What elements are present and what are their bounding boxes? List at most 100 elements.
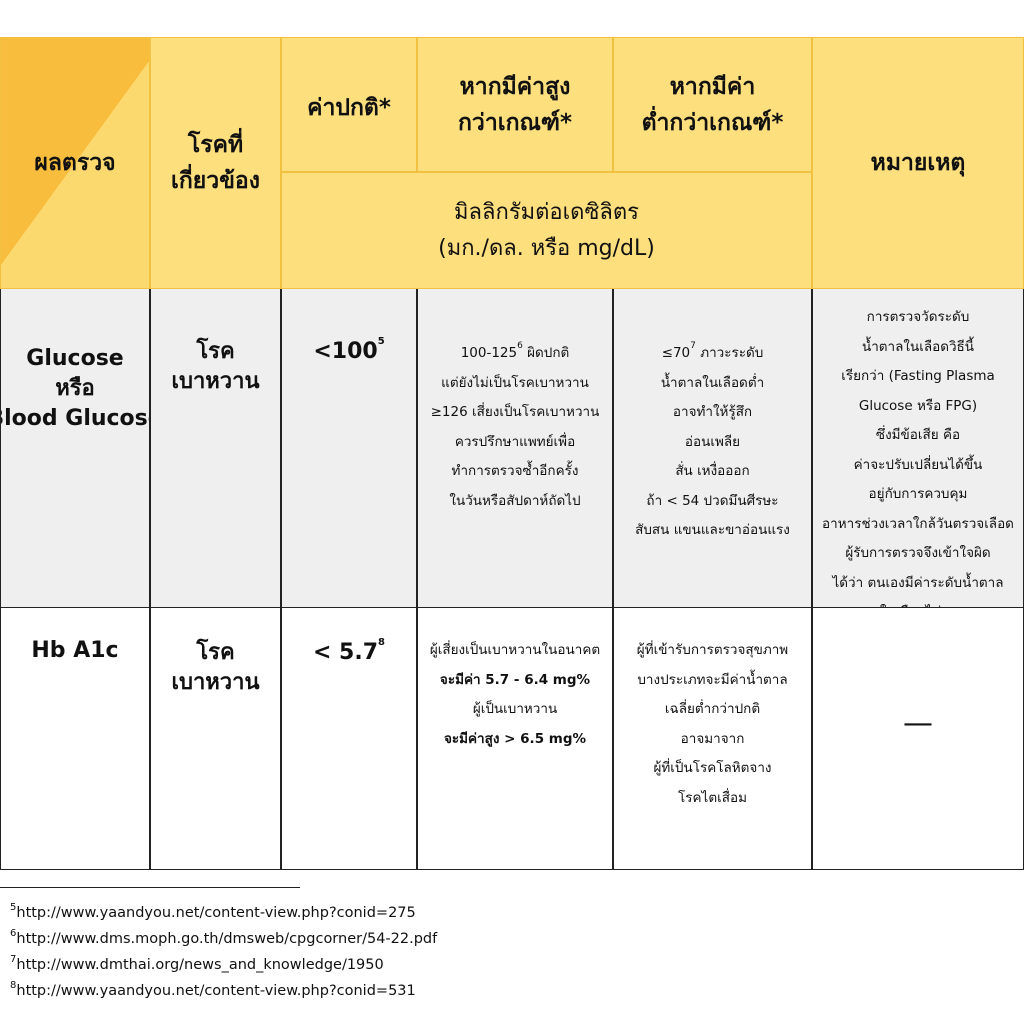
footnote: 7http://www.dmthai.org/news_and_knowledg…: [10, 954, 384, 974]
body-cell: ผู้ที่เข้ารับการตรวจสุขภาพบางประเภทจะมีค…: [613, 608, 812, 870]
text-line: เฉลี่ยต่ำกว่าปกติ: [664, 701, 761, 717]
footnote-ref: 8: [378, 637, 386, 648]
text: จะมีค่าสูง > 6.5 mg%: [443, 730, 587, 747]
text-line: ในเลือดไม่สูง: [880, 598, 956, 607]
footnote-number: 8: [10, 980, 17, 991]
text-line: ผลตรวจ: [34, 150, 116, 176]
text-line: หากมีค่าสูง: [459, 73, 571, 100]
text-line: สั่น เหงื่อออก: [675, 463, 750, 479]
header-cell: โรคที่เกี่ยวข้อง: [150, 37, 281, 289]
text: ผิดปกติ: [527, 345, 570, 361]
text-line: น้ำตาลในเลือดต่ำ: [660, 374, 765, 391]
text-line: อาหารช่วงเวลาใกล้วันตรวจเลือด: [822, 515, 1014, 532]
text-line: หากมีค่า: [669, 73, 756, 100]
text-line: การตรวจวัดระดับ: [866, 309, 970, 325]
text-line: มิลลิกรัมต่อเดซิลิตร: [454, 199, 639, 225]
body-cell: 100-1256 ผิดปกติแต่ยังไม่เป็นโรคเบาหวาน ≥…: [417, 289, 613, 608]
footnote-ref: 5: [377, 336, 385, 347]
body-cell: โรคเบาหวาน: [150, 608, 281, 870]
text-line: เกี่ยวข้อง: [171, 168, 260, 194]
unit-cell: มิลลิกรัมต่อเดซิลิตร (มก./ดล. หรือ mg/dL): [281, 172, 812, 289]
text-line: 100-1256 ผิดปกติ: [461, 339, 570, 369]
body-cell: โรคเบาหวาน: [150, 289, 281, 608]
footnote-url: http://www.yaandyou.net/content-view.php…: [16, 983, 416, 999]
text-line: ในวันหรือสัปดาห์ถัดไป: [449, 492, 581, 509]
footnote-ref: 7: [690, 341, 696, 351]
text-line: น้ำตาลในเลือดวิธีนี้: [861, 338, 975, 355]
text-line: สับสน แขนและขาอ่อนแรง: [635, 522, 790, 538]
text: <100: [313, 339, 378, 364]
footnote-number: 7: [10, 954, 17, 965]
text-line: ค่าจะปรับเปลี่ยนได้ขึ้น: [853, 456, 983, 473]
text-line: Glucose หรือ FPG): [858, 397, 978, 414]
text-line: ผู้ที่เป็นโรคโลหิตจาง: [653, 760, 772, 776]
text-line: จะมีค่าสูง > 6.5 mg%: [444, 725, 586, 755]
body-cell: —: [812, 608, 1024, 870]
footnote-ref: 6: [517, 341, 523, 351]
text-line: ถ้า < 54 ปวดมึนศีรษะ: [646, 492, 779, 509]
footnote-url: http://www.yaandyou.net/content-view.php…: [16, 905, 416, 921]
footnote: 5http://www.yaandyou.net/content-view.ph…: [10, 902, 416, 922]
text-line: ควรปรึกษาแพทย์เพื่อ: [454, 433, 576, 450]
text-line: Blood Glucose: [1, 406, 149, 431]
text-line: อ่อนเพลีย: [684, 433, 741, 450]
text-line: เรียกว่า (Fasting Plasma: [841, 368, 995, 384]
text: จะมีค่า 5.7 - 6.4 mg%: [439, 671, 591, 688]
text-line: กว่าเกณฑ์*: [457, 109, 572, 136]
text-line: ผู้รับการตรวจจึงเข้าใจผิด: [845, 545, 991, 561]
body-cell: ≤707 ภาวะระดับน้ำตาลในเลือดต่ำอาจทำให้รู…: [613, 289, 812, 608]
footnote-rule: [0, 887, 300, 888]
footnote-url: http://www.dmthai.org/news_and_knowledge…: [16, 957, 384, 973]
text-line: เบาหวาน: [171, 670, 260, 695]
body-cell: Hb A1c: [0, 608, 150, 870]
text-line: บางประเภทจะมีค่าน้ำตาล: [637, 671, 788, 688]
text-line: ผู้เป็นเบาหวาน: [472, 701, 558, 717]
text-line: เบาหวาน: [171, 369, 260, 394]
text-line: ผู้ที่เข้ารับการตรวจสุขภาพ: [636, 642, 789, 658]
text-line: —: [903, 705, 933, 741]
text-line: อาจมาจาก: [680, 730, 745, 747]
text-line: ทำการตรวจซ้ำอีกครั้ง: [451, 463, 579, 479]
text-line: อยู่กับการควบคุม: [868, 486, 968, 502]
text-line: อาจทำให้รู้สึก: [672, 404, 753, 420]
text-line: < 5.78: [313, 638, 385, 668]
body-cell: Glucose หรือ Blood Glucose: [0, 289, 150, 608]
text-line: <1005: [313, 337, 384, 367]
body-cell: ผู้เสี่ยงเป็นเบาหวานในอนาคตจะมีค่า 5.7 -…: [417, 608, 613, 870]
text: 100-125: [460, 345, 518, 361]
footnote: 8http://www.yaandyou.net/content-view.ph…: [10, 980, 416, 1000]
header-cell: หากมีค่าสูงกว่าเกณฑ์*: [417, 37, 613, 172]
header-cell: หมายเหตุ: [812, 37, 1024, 289]
text-line: ค่าปกติ*: [307, 95, 391, 121]
text-line: ต่ำกว่าเกณฑ์*: [641, 109, 784, 136]
text-line: แต่ยังไม่เป็นโรคเบาหวาน: [441, 374, 589, 391]
text-line: ≤707 ภาวะระดับ: [662, 339, 764, 369]
body-cell: < 5.78: [281, 608, 417, 870]
footnote-number: 6: [10, 928, 17, 939]
header-cell: ค่าปกติ*: [281, 37, 417, 172]
text-line: โรค: [196, 640, 235, 665]
text-line: (มก./ดล. หรือ mg/dL): [438, 235, 655, 261]
text-line: ผู้เสี่ยงเป็นเบาหวานในอนาคต: [429, 642, 601, 658]
header-cell: หากมีค่าต่ำกว่าเกณฑ์*: [613, 37, 812, 172]
text-line: ≥126 เสี่ยงเป็นโรคเบาหวาน: [430, 404, 600, 420]
footnote: 6http://www.dms.moph.go.th/dmsweb/cpgcor…: [10, 928, 437, 948]
text-line: โรค: [196, 339, 235, 364]
text-line: โรคที่: [187, 132, 244, 158]
text-line: Hb A1c: [31, 638, 119, 663]
text: < 5.7: [312, 640, 379, 665]
text-line: โรคไตเสื่อม: [678, 789, 747, 806]
text-line: Glucose: [26, 346, 124, 371]
body-cell: การตรวจวัดระดับน้ำตาลในเลือดวิธีนี้เรียก…: [812, 289, 1024, 608]
text: ≤70: [661, 345, 691, 361]
text-line: ซึ่งมีข้อเสีย คือ: [875, 427, 961, 443]
text-line: หรือ: [55, 376, 95, 401]
footnote-number: 5: [10, 902, 17, 913]
text-line: จะมีค่า 5.7 - 6.4 mg%: [440, 666, 590, 696]
text-line: ได้ว่า ตนเองมีค่าระดับน้ำตาล: [832, 574, 1004, 591]
text-line: หมายเหตุ: [870, 150, 966, 176]
text: ภาวะระดับ: [700, 345, 764, 361]
header-cell: ผลตรวจ: [0, 37, 150, 289]
body-cell: <1005: [281, 289, 417, 608]
